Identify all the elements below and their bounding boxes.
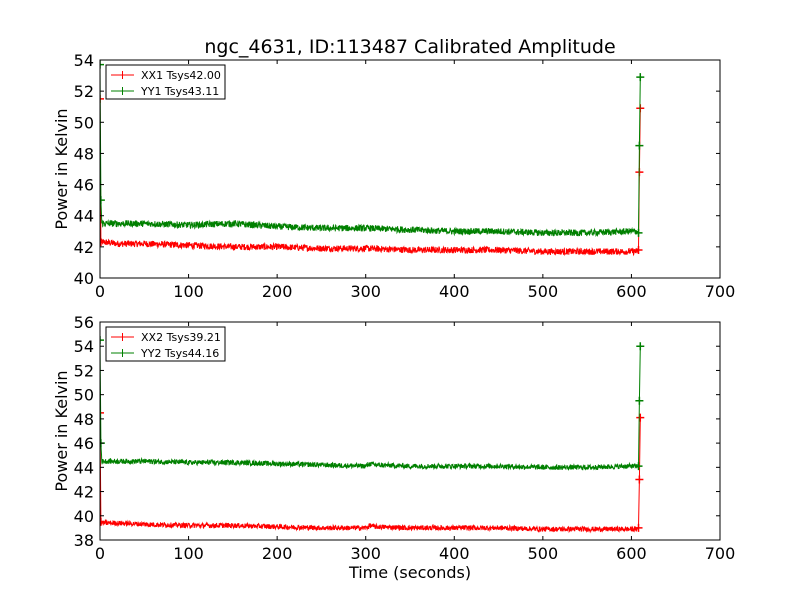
series-2-2 [100,336,645,471]
y-tick-label: 50 [74,386,94,405]
data-point-marker [635,141,644,150]
x-tick-label: 500 [528,282,559,301]
data-point-marker [100,408,104,417]
chart-title: ngc_4631, ID:113487 Calibrated Amplitude [204,36,615,58]
x-tick-label: 100 [173,544,204,563]
legend-box [105,326,226,362]
data-point-marker [635,475,644,484]
y-tick-label: 48 [74,144,94,163]
y-tick-label: 46 [74,176,94,195]
legend: XX2 Tsys39.21 YY2 Tsys44.16 [105,326,226,362]
chart-panel-2: 0 100 200 300 400 500 600 700 38 40 42 44 46 48 50 52 54… [52,313,735,582]
x-tick-label: 600 [616,282,647,301]
axes-frame [99,321,721,541]
data-point-marker [636,413,645,422]
x-tick-label: 700 [705,544,736,563]
x-tick-label: 500 [528,544,559,563]
y-axis-label: Power in Kelvin [52,108,71,229]
x-tick-label: 0 [95,282,105,301]
x-tick-label: 200 [262,544,293,563]
legend-label: XX1 Tsys42.00 [141,69,221,82]
data-point-marker [100,196,105,205]
y-tick-label: 54 [74,51,94,70]
y-axis-label: Power in Kelvin [52,370,71,491]
x-tick-label: 200 [262,282,293,301]
legend-label: YY1 Tsys43.11 [140,85,219,98]
data-point-marker [100,94,104,103]
data-point-marker [100,517,105,526]
y-tick-label: 50 [74,113,94,132]
series-line [100,412,641,534]
y-tick-label: 42 [74,238,94,257]
y-tick-label: 42 [74,483,94,502]
x-tick-label: 300 [350,282,381,301]
x-tick-label: 400 [439,544,470,563]
data-point-marker [636,73,645,82]
data-point-marker [100,60,104,69]
data-point-marker [636,342,645,351]
x-tick-label: 700 [705,282,736,301]
legend-label: YY2 Tsys44.16 [140,347,219,360]
series-line [100,340,641,471]
legend-box [105,64,226,100]
y-tick-label: 38 [74,531,94,550]
data-point-marker [634,245,643,254]
data-point-marker [634,523,643,532]
y-tick-label: 54 [74,337,94,356]
chart-panel-1: 0 100 200 300 400 500 600 700 40 42 44 46 48 50 52 54 Po… [52,51,735,301]
y-tick-label: 44 [74,458,94,477]
y-tick-label: 46 [74,434,94,453]
series-2-1 [100,408,645,534]
data-point-marker [634,228,643,237]
series-line [100,64,641,238]
y-tick-label: 40 [74,269,94,288]
y-tick-label: 52 [74,82,94,101]
series-line [100,98,641,257]
legend-label: XX2 Tsys39.21 [141,331,221,344]
data-point-marker [634,462,643,471]
x-tick-label: 300 [350,544,381,563]
series-1-2 [100,60,645,238]
legend: XX1 Tsys42.00 YY1 Tsys43.11 [105,64,226,100]
x-axis-label: Time (seconds) [348,563,471,582]
data-point-marker [635,396,644,405]
x-tick-label: 600 [616,544,647,563]
y-tick-label: 56 [74,313,94,332]
data-point-marker [100,336,104,345]
y-tick-label: 44 [74,207,94,226]
x-tick-label: 100 [173,282,204,301]
y-tick-label: 48 [74,410,94,429]
axes-frame [99,59,721,279]
x-tick-label: 400 [439,282,470,301]
y-tick-label: 52 [74,361,94,380]
y-tick-label: 40 [74,507,94,526]
data-point-marker [100,238,105,247]
x-tick-label: 0 [95,544,105,563]
